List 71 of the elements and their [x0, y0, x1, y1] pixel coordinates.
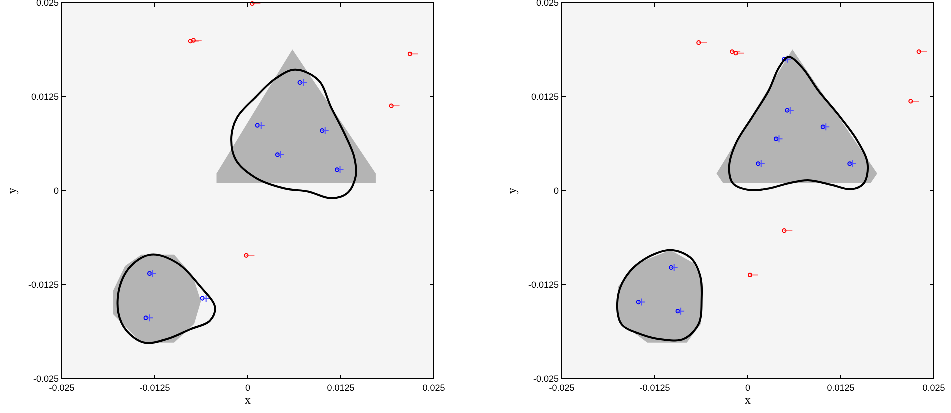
point [202, 294, 210, 303]
point [677, 307, 686, 316]
point [276, 150, 285, 159]
point [676, 309, 680, 314]
point [146, 314, 154, 322]
point [748, 272, 753, 278]
y-axis-title: y [5, 188, 19, 194]
point [191, 38, 196, 43]
point [908, 99, 914, 104]
point [638, 298, 646, 306]
point [822, 123, 830, 132]
point [783, 55, 792, 64]
point [785, 108, 790, 113]
y-tick-label: 0.025 [36, 0, 59, 8]
point [144, 316, 148, 320]
x-tick-label: -0.0125 [640, 383, 670, 393]
y-tick-label: 0.0125 [531, 92, 559, 102]
point [200, 296, 205, 301]
y-tick-label: 0 [554, 186, 559, 196]
x-tick-label: -0.025 [549, 383, 575, 393]
y-tick-label: 0.025 [536, 0, 559, 8]
point [389, 104, 394, 108]
point [321, 126, 330, 135]
point [298, 80, 302, 86]
point [848, 162, 852, 166]
y-tick-label: -0.0125 [528, 280, 559, 290]
point [734, 51, 738, 56]
y-tick-label: -0.0125 [28, 280, 59, 290]
point [188, 39, 194, 44]
y-tick-label: -0.025 [33, 374, 59, 384]
point [757, 160, 766, 168]
point [782, 228, 787, 234]
point [336, 166, 344, 174]
point [670, 264, 678, 272]
x-tick-label: -0.025 [49, 383, 75, 393]
point [334, 168, 340, 172]
point [148, 270, 157, 278]
x-tick-label: -0.0125 [140, 383, 170, 393]
point [782, 57, 787, 62]
x-tick-label: 0 [745, 383, 751, 393]
point [774, 136, 779, 142]
x-tick-label: 0.025 [922, 383, 946, 393]
point [775, 135, 784, 144]
x-tick-label: 0.0125 [827, 383, 855, 393]
x-axis-title: x [745, 393, 751, 407]
point [730, 50, 735, 54]
x-tick-label: 0.025 [422, 383, 446, 393]
point [255, 123, 260, 128]
point [786, 106, 794, 115]
x-tick-label: 0 [245, 383, 251, 393]
point [257, 122, 266, 130]
point [320, 128, 325, 134]
point [756, 162, 761, 166]
y-axis-title: y [505, 188, 519, 194]
point [300, 78, 308, 87]
point [669, 265, 674, 270]
point [408, 52, 412, 56]
x-axis-title: x [245, 393, 251, 407]
point [244, 253, 249, 258]
y-tick-label: 0.0125 [31, 92, 59, 102]
point [147, 271, 152, 276]
x-tick-label: 0.0125 [327, 383, 355, 393]
point [848, 160, 857, 168]
point [636, 300, 641, 305]
y-tick-label: -0.025 [533, 374, 559, 384]
point [916, 50, 922, 54]
point [696, 40, 702, 46]
point [820, 124, 826, 130]
y-tick-label: 0 [54, 186, 59, 196]
point [275, 152, 280, 158]
point [250, 1, 255, 6]
